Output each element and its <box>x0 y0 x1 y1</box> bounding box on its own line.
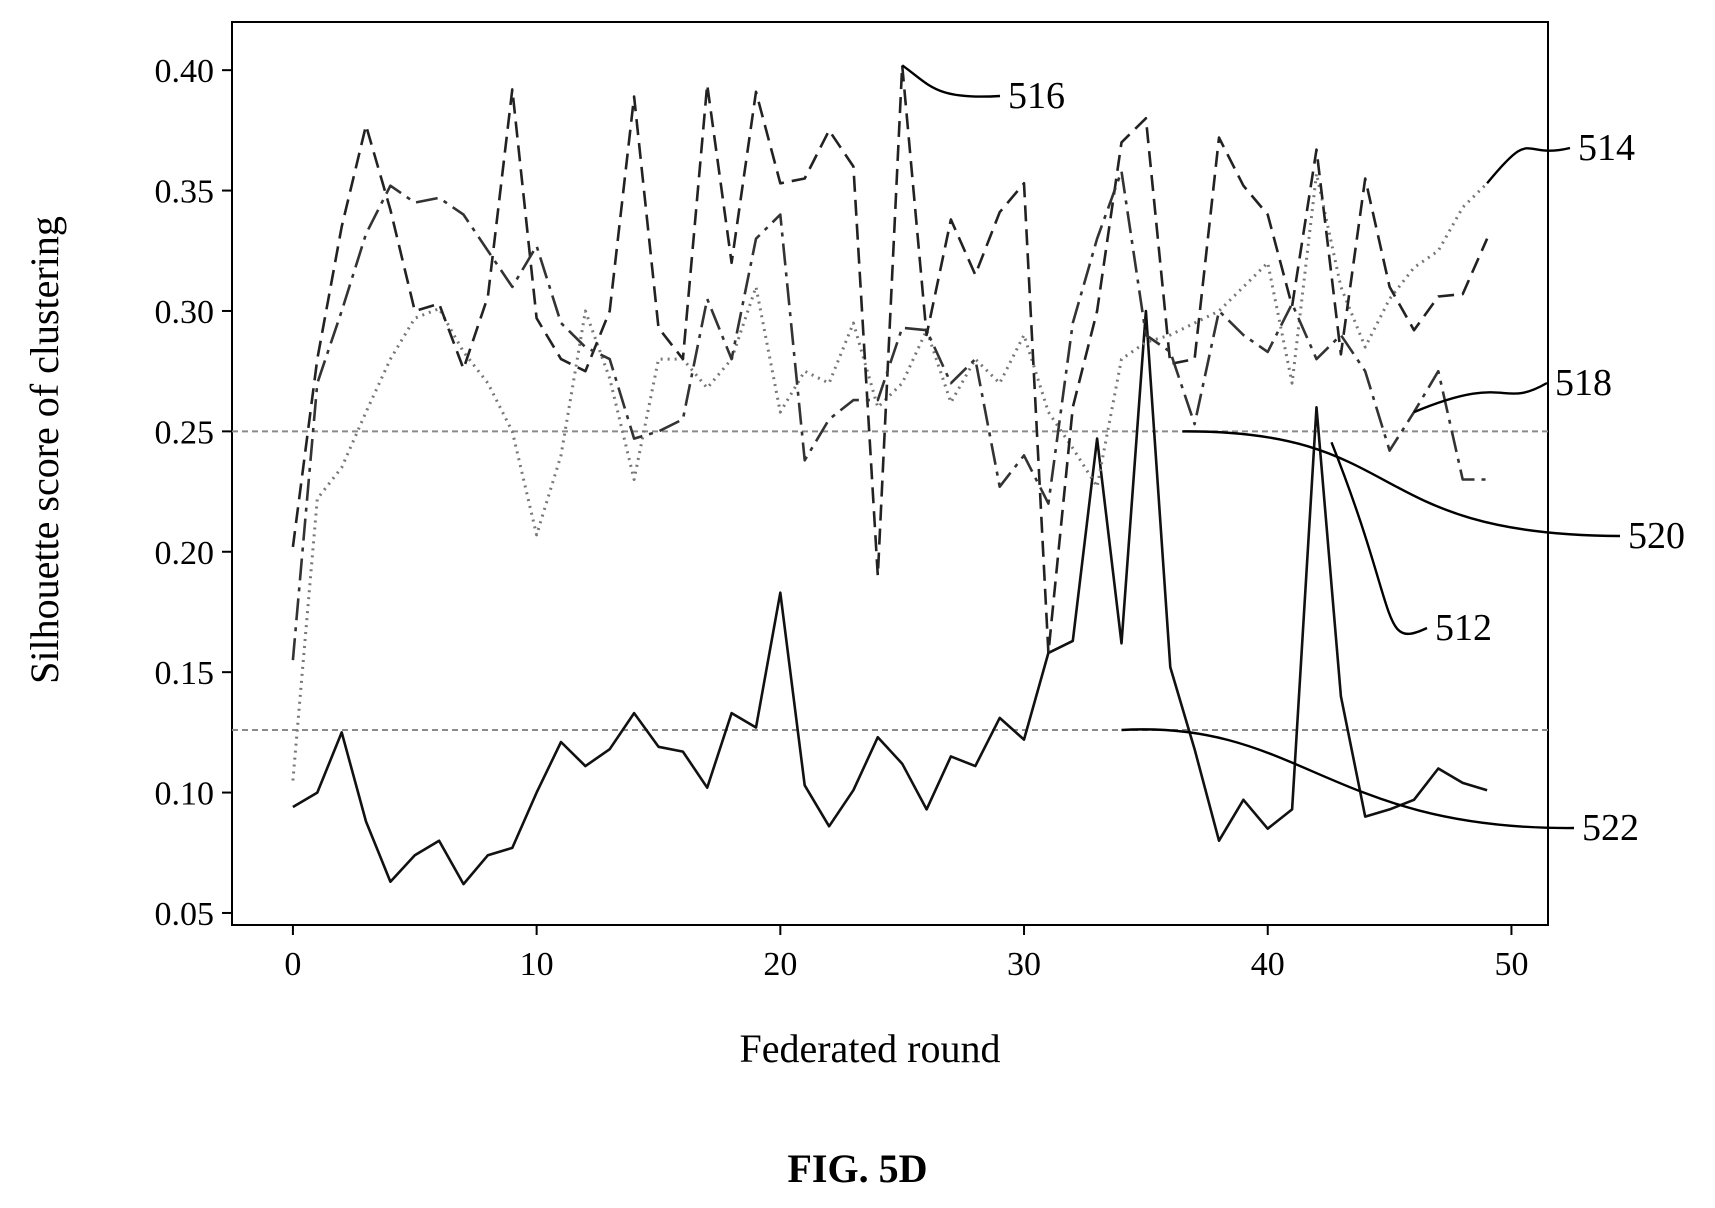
reference-label-512: 512 <box>1435 607 1492 649</box>
reference-label-520: 520 <box>1628 515 1685 557</box>
x-tick-label: 30 <box>1007 946 1041 983</box>
y-tick-label: 0.15 <box>155 655 215 692</box>
reference-leader-516 <box>901 64 1001 98</box>
threshold-lines <box>232 430 1548 731</box>
reference-label-522: 522 <box>1582 807 1639 849</box>
reference-leader-520 <box>1182 430 1621 538</box>
y-tick-label: 0.30 <box>155 294 215 331</box>
y-tick-label: 0.25 <box>155 414 215 451</box>
reference-label-518: 518 <box>1555 362 1612 404</box>
x-axis: 0 10 20 30 40 50 <box>284 925 1528 983</box>
x-tick-label: 50 <box>1494 946 1528 983</box>
reference-leaders <box>901 64 1621 830</box>
reference-label-516: 516 <box>1008 75 1065 117</box>
reference-leader-512 <box>1330 441 1428 636</box>
reference-leader-514 <box>1486 146 1571 185</box>
x-tick-label: 20 <box>763 946 797 983</box>
y-tick-label: 0.40 <box>155 53 215 90</box>
reference-leader-522 <box>1121 728 1575 830</box>
y-tick-label: 0.20 <box>155 535 215 572</box>
y-axis-label: Silhouette score of clustering <box>22 216 67 684</box>
reference-label-514: 514 <box>1578 127 1635 169</box>
reference-labels: 516 514 518 520 512 522 <box>1008 75 1685 849</box>
y-tick-label: 0.10 <box>155 776 215 813</box>
y-axis: 0.05 0.10 0.15 0.20 0.25 0.30 0.35 0.40 <box>155 53 232 933</box>
series-group <box>291 64 1489 886</box>
series-line-512 <box>292 309 1488 886</box>
x-axis-label: Federated round <box>739 1026 1000 1071</box>
reference-leader-518 <box>1413 381 1548 414</box>
plot-frame <box>231 21 1549 926</box>
x-tick-label: 40 <box>1251 946 1285 983</box>
y-tick-label: 0.05 <box>155 896 215 933</box>
x-tick-label: 0 <box>284 946 301 983</box>
figure-caption: FIG. 5D <box>787 1146 928 1191</box>
y-tick-label: 0.35 <box>155 174 215 211</box>
series-line-518 <box>291 170 1488 661</box>
x-tick-label: 10 <box>520 946 554 983</box>
series-line-514 <box>291 172 1489 781</box>
series-line-516 <box>291 64 1489 655</box>
